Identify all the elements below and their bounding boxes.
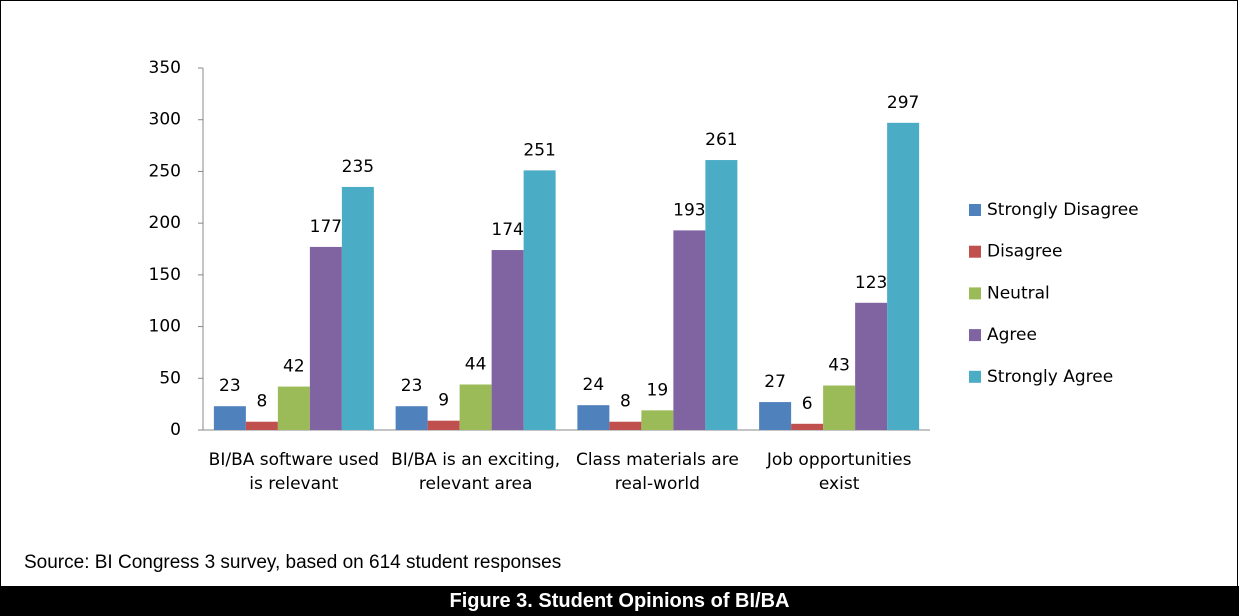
data-label: 44 [465, 354, 487, 374]
bar [341, 186, 374, 430]
data-label: 6 [802, 394, 813, 414]
x-tick-label: Job opportunities exist [766, 450, 912, 494]
source-note: Source: BI Congress 3 survey, based on 6… [24, 552, 562, 573]
legend-label: Strongly Disagree [987, 200, 1139, 220]
bar [277, 386, 310, 430]
bar [823, 385, 856, 430]
y-tick-label: 150 [149, 265, 181, 285]
bar [609, 421, 642, 430]
legend-swatch [969, 287, 981, 300]
data-label: 23 [219, 376, 241, 396]
data-label: 19 [647, 380, 669, 400]
y-tick-label: 250 [149, 161, 181, 181]
y-tick-label: 300 [149, 110, 181, 130]
bar [577, 405, 610, 430]
y-tick-label: 350 [149, 58, 181, 78]
y-tick-label: 200 [149, 213, 181, 233]
data-label: 235 [342, 157, 374, 177]
bar [523, 170, 556, 430]
bar [213, 406, 246, 430]
legend-swatch [969, 329, 981, 342]
data-label: 261 [705, 130, 737, 150]
bar [459, 384, 492, 430]
data-label: 24 [583, 375, 605, 395]
data-label: 9 [438, 391, 449, 411]
data-label: 42 [283, 357, 305, 377]
data-label: 43 [828, 356, 850, 376]
legend-label: Disagree [987, 242, 1062, 262]
bar [759, 402, 792, 430]
data-label: 123 [855, 273, 887, 293]
x-tick-label: BI/BA software used is relevant [208, 450, 380, 494]
data-label: 174 [491, 220, 523, 240]
bar [855, 302, 888, 430]
bar [641, 410, 674, 430]
x-tick-label: Class materials are real-world [575, 450, 739, 494]
bar [245, 421, 278, 430]
data-label: 8 [620, 392, 631, 412]
legend-swatch [969, 370, 981, 383]
legend-label: Strongly Agree [987, 367, 1113, 387]
legend-swatch [969, 204, 981, 216]
bar [705, 160, 738, 430]
y-tick-label: 0 [170, 420, 181, 440]
y-tick-label: 100 [149, 317, 181, 337]
bar [491, 250, 524, 430]
data-label: 297 [887, 93, 919, 113]
bar [309, 246, 342, 430]
frame [0, 0, 1238, 601]
legend-swatch [969, 245, 981, 258]
data-label: 27 [764, 372, 786, 392]
y-tick-label: 50 [159, 368, 181, 388]
bar [887, 122, 920, 431]
bar [395, 406, 428, 430]
data-label: 23 [401, 376, 423, 396]
x-tick-label: BI/BA is an exciting, relevant area [391, 450, 561, 494]
bar [673, 230, 706, 430]
data-label: 251 [523, 140, 555, 160]
legend-label: Agree [987, 325, 1037, 345]
data-label: 8 [256, 392, 267, 412]
data-label: 177 [310, 217, 342, 237]
bar [427, 420, 460, 430]
chart-title: Figure 3. Student Opinions of BI/BA [0, 586, 1239, 616]
bar [791, 423, 824, 430]
data-label: 193 [673, 200, 705, 220]
legend-label: Neutral [987, 283, 1050, 303]
